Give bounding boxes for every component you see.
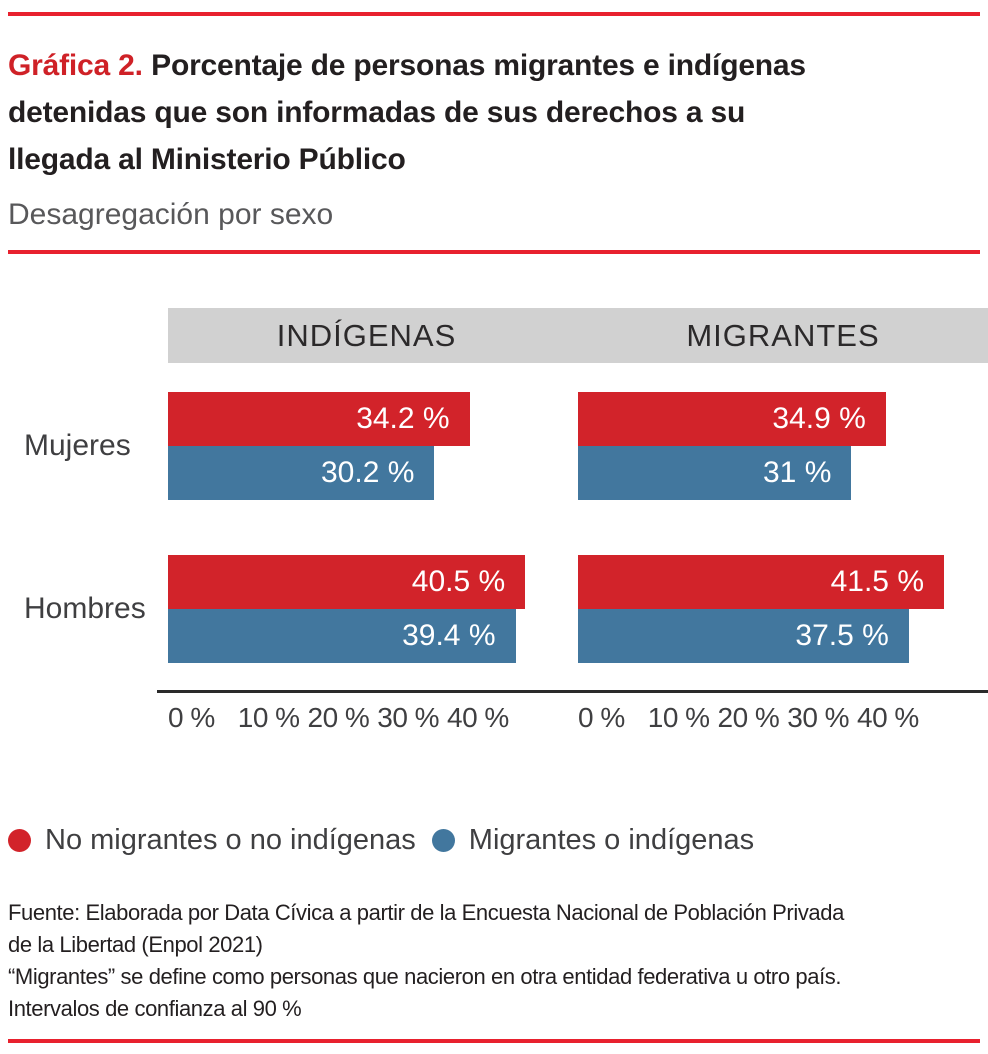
subtitle-rule — [8, 250, 980, 254]
chart-title-line-2: detenidas que son informadas de sus dere… — [8, 96, 746, 129]
legend: No migrantes o no indígenas Migrantes o … — [8, 824, 988, 857]
chart-number-label: Gráfica 2. — [8, 49, 143, 82]
bar-migrantes-mujeres-red: 34.9 % — [578, 392, 886, 446]
legend-label: Migrantes o indígenas — [468, 824, 755, 856]
chart-subtitle: Desagregación por sexo — [8, 198, 334, 231]
bar-value-label: 40.5 % — [411, 565, 506, 598]
source-line-1: Fuente: Elaborada por Data Cívica a part… — [8, 900, 844, 925]
row-label-mujeres: Mujeres — [24, 429, 131, 462]
x-tick-label: 20 % — [307, 702, 370, 733]
bar-migrantes-hombres-red: 41.5 % — [578, 555, 944, 609]
x-tick-label: 40 % — [857, 702, 919, 733]
panel-header-indigenas: INDÍGENAS — [276, 318, 457, 353]
legend-item-no-migrantes: No migrantes o no indígenas — [8, 824, 416, 857]
panel-header-migrantes: MIGRANTES — [686, 318, 880, 353]
x-axis-line — [157, 690, 988, 693]
bar-value-label: 34.9 % — [772, 402, 866, 435]
x-tick-label: 0 % — [578, 702, 625, 733]
chart-title-text: Porcentaje de personas migrantes e indíg… — [151, 49, 806, 82]
bar-value-label: 31 % — [763, 456, 832, 489]
note-confianza: Intervalos de confianza al 90 % — [8, 996, 302, 1021]
bar-indígenas-hombres-blue: 39.4 % — [168, 609, 516, 663]
chart-title: Gráfica 2. Porcentaje de personas migrant… — [8, 42, 980, 183]
chart-area: INDÍGENAS MIGRANTES 34.2 % 30.2 % 40.5 % 39… — [0, 300, 988, 755]
legend-item-migrantes: Migrantes o indígenas — [431, 824, 755, 857]
chart-title-line-3: llegada al Ministerio Público — [8, 143, 406, 176]
x-tick-label: 10 % — [237, 702, 300, 733]
x-tick-label: 10 % — [647, 702, 710, 733]
legend-dot-red-icon — [8, 829, 31, 852]
bar-indígenas-hombres-red: 40.5 % — [168, 555, 526, 609]
legend-dot-blue-icon — [431, 829, 455, 852]
bar-indígenas-mujeres-red: 34.2 % — [168, 392, 470, 446]
legend-label: No migrantes o no indígenas — [45, 824, 416, 856]
top-rule — [8, 12, 980, 16]
bar-value-label: 39.4 % — [402, 619, 496, 652]
bar-indígenas-mujeres-blue: 30.2 % — [168, 446, 435, 500]
panel-header-band: INDÍGENAS MIGRANTES — [168, 308, 988, 363]
bar-value-label: 41.5 % — [830, 565, 924, 598]
x-tick-label: 30 % — [377, 702, 440, 733]
bar-migrantes-mujeres-blue: 31 % — [578, 446, 852, 500]
x-tick-label: 30 % — [787, 702, 850, 733]
bar-value-label: 34.2 % — [356, 402, 450, 435]
bar-value-label: 30.2 % — [320, 456, 415, 489]
x-tick-label: 40 % — [447, 702, 509, 733]
bar-migrantes-hombres-blue: 37.5 % — [578, 609, 909, 663]
footer-notes: Fuente: Elaborada por Data Cívica a part… — [8, 897, 980, 1025]
x-tick-label: 0 % — [168, 702, 215, 733]
x-tick-label: 20 % — [717, 702, 780, 733]
row-label-hombres: Hombres — [24, 592, 146, 625]
bar-value-label: 37.5 % — [795, 619, 889, 652]
chart-title-line-1: Gráfica 2. Porcentaje de personas migrant… — [8, 42, 980, 89]
note-migrantes: “Migrantes” se define como personas que … — [8, 964, 842, 989]
source-line-2: de la Libertad (Enpol 2021) — [8, 932, 263, 957]
bottom-rule — [8, 1039, 980, 1043]
